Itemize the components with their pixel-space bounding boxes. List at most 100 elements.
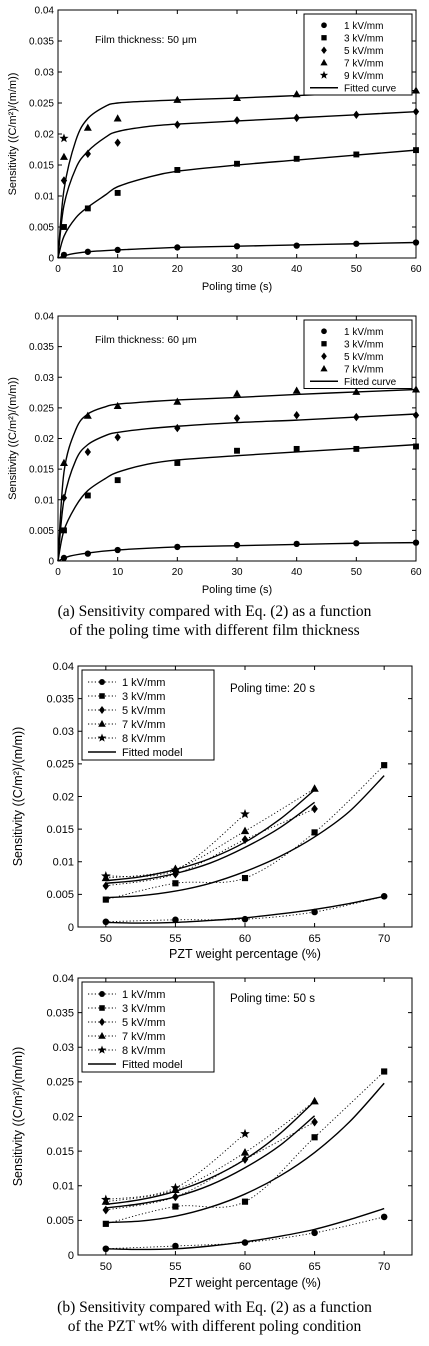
data-point — [311, 804, 318, 814]
x-tick-label: 50 — [100, 1261, 112, 1273]
data-point — [172, 869, 179, 879]
series-3-kv-mm — [102, 762, 388, 903]
caption-b-line2: of the PZT wt% with different poling con… — [67, 1318, 362, 1335]
data-point — [353, 540, 360, 547]
data-point — [174, 244, 181, 251]
legend-label: 7 kV/mm — [122, 1031, 165, 1043]
data-point — [240, 1128, 250, 1138]
data-point — [60, 251, 68, 259]
data-point — [173, 397, 182, 405]
data-point — [170, 1182, 181, 1192]
y-tick-label: 0.025 — [29, 99, 54, 110]
caption-a-line2: of the poling time with different film t… — [69, 622, 360, 639]
caption-b: (b) Sensitivity compared with Eq. (2) as… — [0, 1298, 429, 1336]
fitted-curve — [105, 801, 315, 884]
y-tick-label: 0.015 — [29, 161, 54, 172]
legend-marker — [99, 693, 105, 699]
chart-annotation: Poling time: 50 s — [230, 993, 315, 1005]
y-tick-label: 0.025 — [46, 759, 74, 771]
series-7-kv-mm — [57, 86, 420, 259]
fitted-curve — [57, 110, 417, 259]
fitted-curve — [105, 1115, 316, 1209]
y-tick-label: 0.04 — [53, 661, 74, 673]
series-connector-line — [105, 764, 385, 901]
legend-marker — [319, 70, 329, 79]
fitted-curve — [105, 1082, 385, 1224]
legend-box — [303, 13, 413, 96]
legend-label: 5 kV/mm — [122, 1017, 165, 1029]
data-point — [233, 389, 241, 397]
y-tick-label: 0 — [68, 922, 74, 934]
x-tick-label: 30 — [231, 567, 243, 578]
legend-label: 3 kV/mm — [122, 691, 165, 703]
data-point — [102, 918, 110, 926]
legend-label: Fitted curve — [344, 377, 397, 388]
legend: 1 kV/mm3 kV/mm 5 kV/mm7 kV/mm Fitted curve — [303, 319, 413, 389]
y-tick-label: 0 — [48, 557, 54, 568]
data-point — [241, 1198, 249, 1205]
data-point — [241, 1239, 249, 1246]
data-point — [172, 916, 179, 924]
data-point — [353, 445, 360, 452]
legend-marker — [97, 733, 107, 742]
data-point — [114, 138, 121, 147]
series-1-kv-mm — [102, 893, 388, 926]
legend-marker — [320, 364, 328, 372]
data-point — [60, 554, 68, 562]
legend-marker — [321, 341, 327, 347]
x-tick-label: 60 — [410, 567, 422, 578]
y-tick-label: 0.02 — [53, 791, 74, 803]
x-tick-label: 70 — [378, 1261, 390, 1273]
y-axis-label: Sensitivity ((C/m²)/(m/m)) — [11, 1047, 25, 1187]
data-point — [233, 116, 241, 125]
y-tick-label: 0.005 — [46, 889, 74, 901]
x-tick-label: 70 — [378, 933, 390, 945]
series-5-kv-mm — [102, 1115, 318, 1215]
x-tick-label: 65 — [308, 1261, 320, 1273]
chart-panel-a-50um: 0 10 20 30 40 50 60 0 0.005 0.01 0.015 0.02 0.025 0.0… — [0, 0, 429, 296]
data-point — [353, 240, 360, 247]
data-point — [173, 95, 182, 103]
series-connector-line — [105, 1071, 385, 1225]
data-point — [413, 147, 419, 154]
data-point — [172, 1242, 179, 1250]
legend-label: 8 kV/mm — [122, 733, 165, 745]
legend-marker — [321, 22, 327, 29]
y-tick-label: 0.01 — [53, 857, 74, 869]
data-point — [352, 387, 361, 395]
legend-label: 3 kV/mm — [344, 339, 383, 350]
data-point — [412, 86, 420, 94]
data-point — [102, 1245, 110, 1253]
data-point — [240, 1148, 250, 1156]
legend-marker — [321, 328, 327, 335]
y-tick-label: 0.01 — [35, 192, 55, 203]
data-point — [311, 829, 318, 836]
x-tick-label: 50 — [351, 567, 363, 578]
x-tick-label: 0 — [55, 264, 61, 275]
chart-annotation: Poling time: 20 s — [230, 683, 315, 695]
series-3-kv-mm — [102, 1068, 388, 1227]
data-point — [84, 492, 91, 499]
y-tick-label: 0.02 — [35, 434, 55, 445]
y-axis-label: Sensitivity ((C/m²)/(m/m)) — [7, 73, 19, 196]
data-point — [59, 458, 68, 466]
y-tick-label: 0.025 — [46, 1077, 74, 1089]
data-point — [172, 880, 179, 887]
x-tick-label: 30 — [231, 264, 243, 275]
data-point — [380, 1213, 388, 1221]
series-8-kv-mm — [101, 1128, 250, 1204]
caption-b-line1: (b) Sensitivity compared with Eq. (2) as… — [57, 1299, 372, 1316]
x-tick-label: 60 — [239, 933, 251, 945]
data-point — [113, 114, 122, 122]
data-point — [174, 543, 181, 551]
data-point — [240, 826, 250, 835]
legend-marker — [98, 720, 106, 727]
legend-marker — [321, 35, 327, 41]
legend-label: 1 kV/mm — [344, 327, 383, 338]
series-3-kv-mm — [57, 147, 419, 259]
legend-box — [81, 669, 215, 761]
data-point — [353, 412, 360, 422]
data-point — [174, 460, 181, 466]
legend-marker — [320, 58, 328, 66]
x-tick-label: 10 — [112, 567, 124, 578]
